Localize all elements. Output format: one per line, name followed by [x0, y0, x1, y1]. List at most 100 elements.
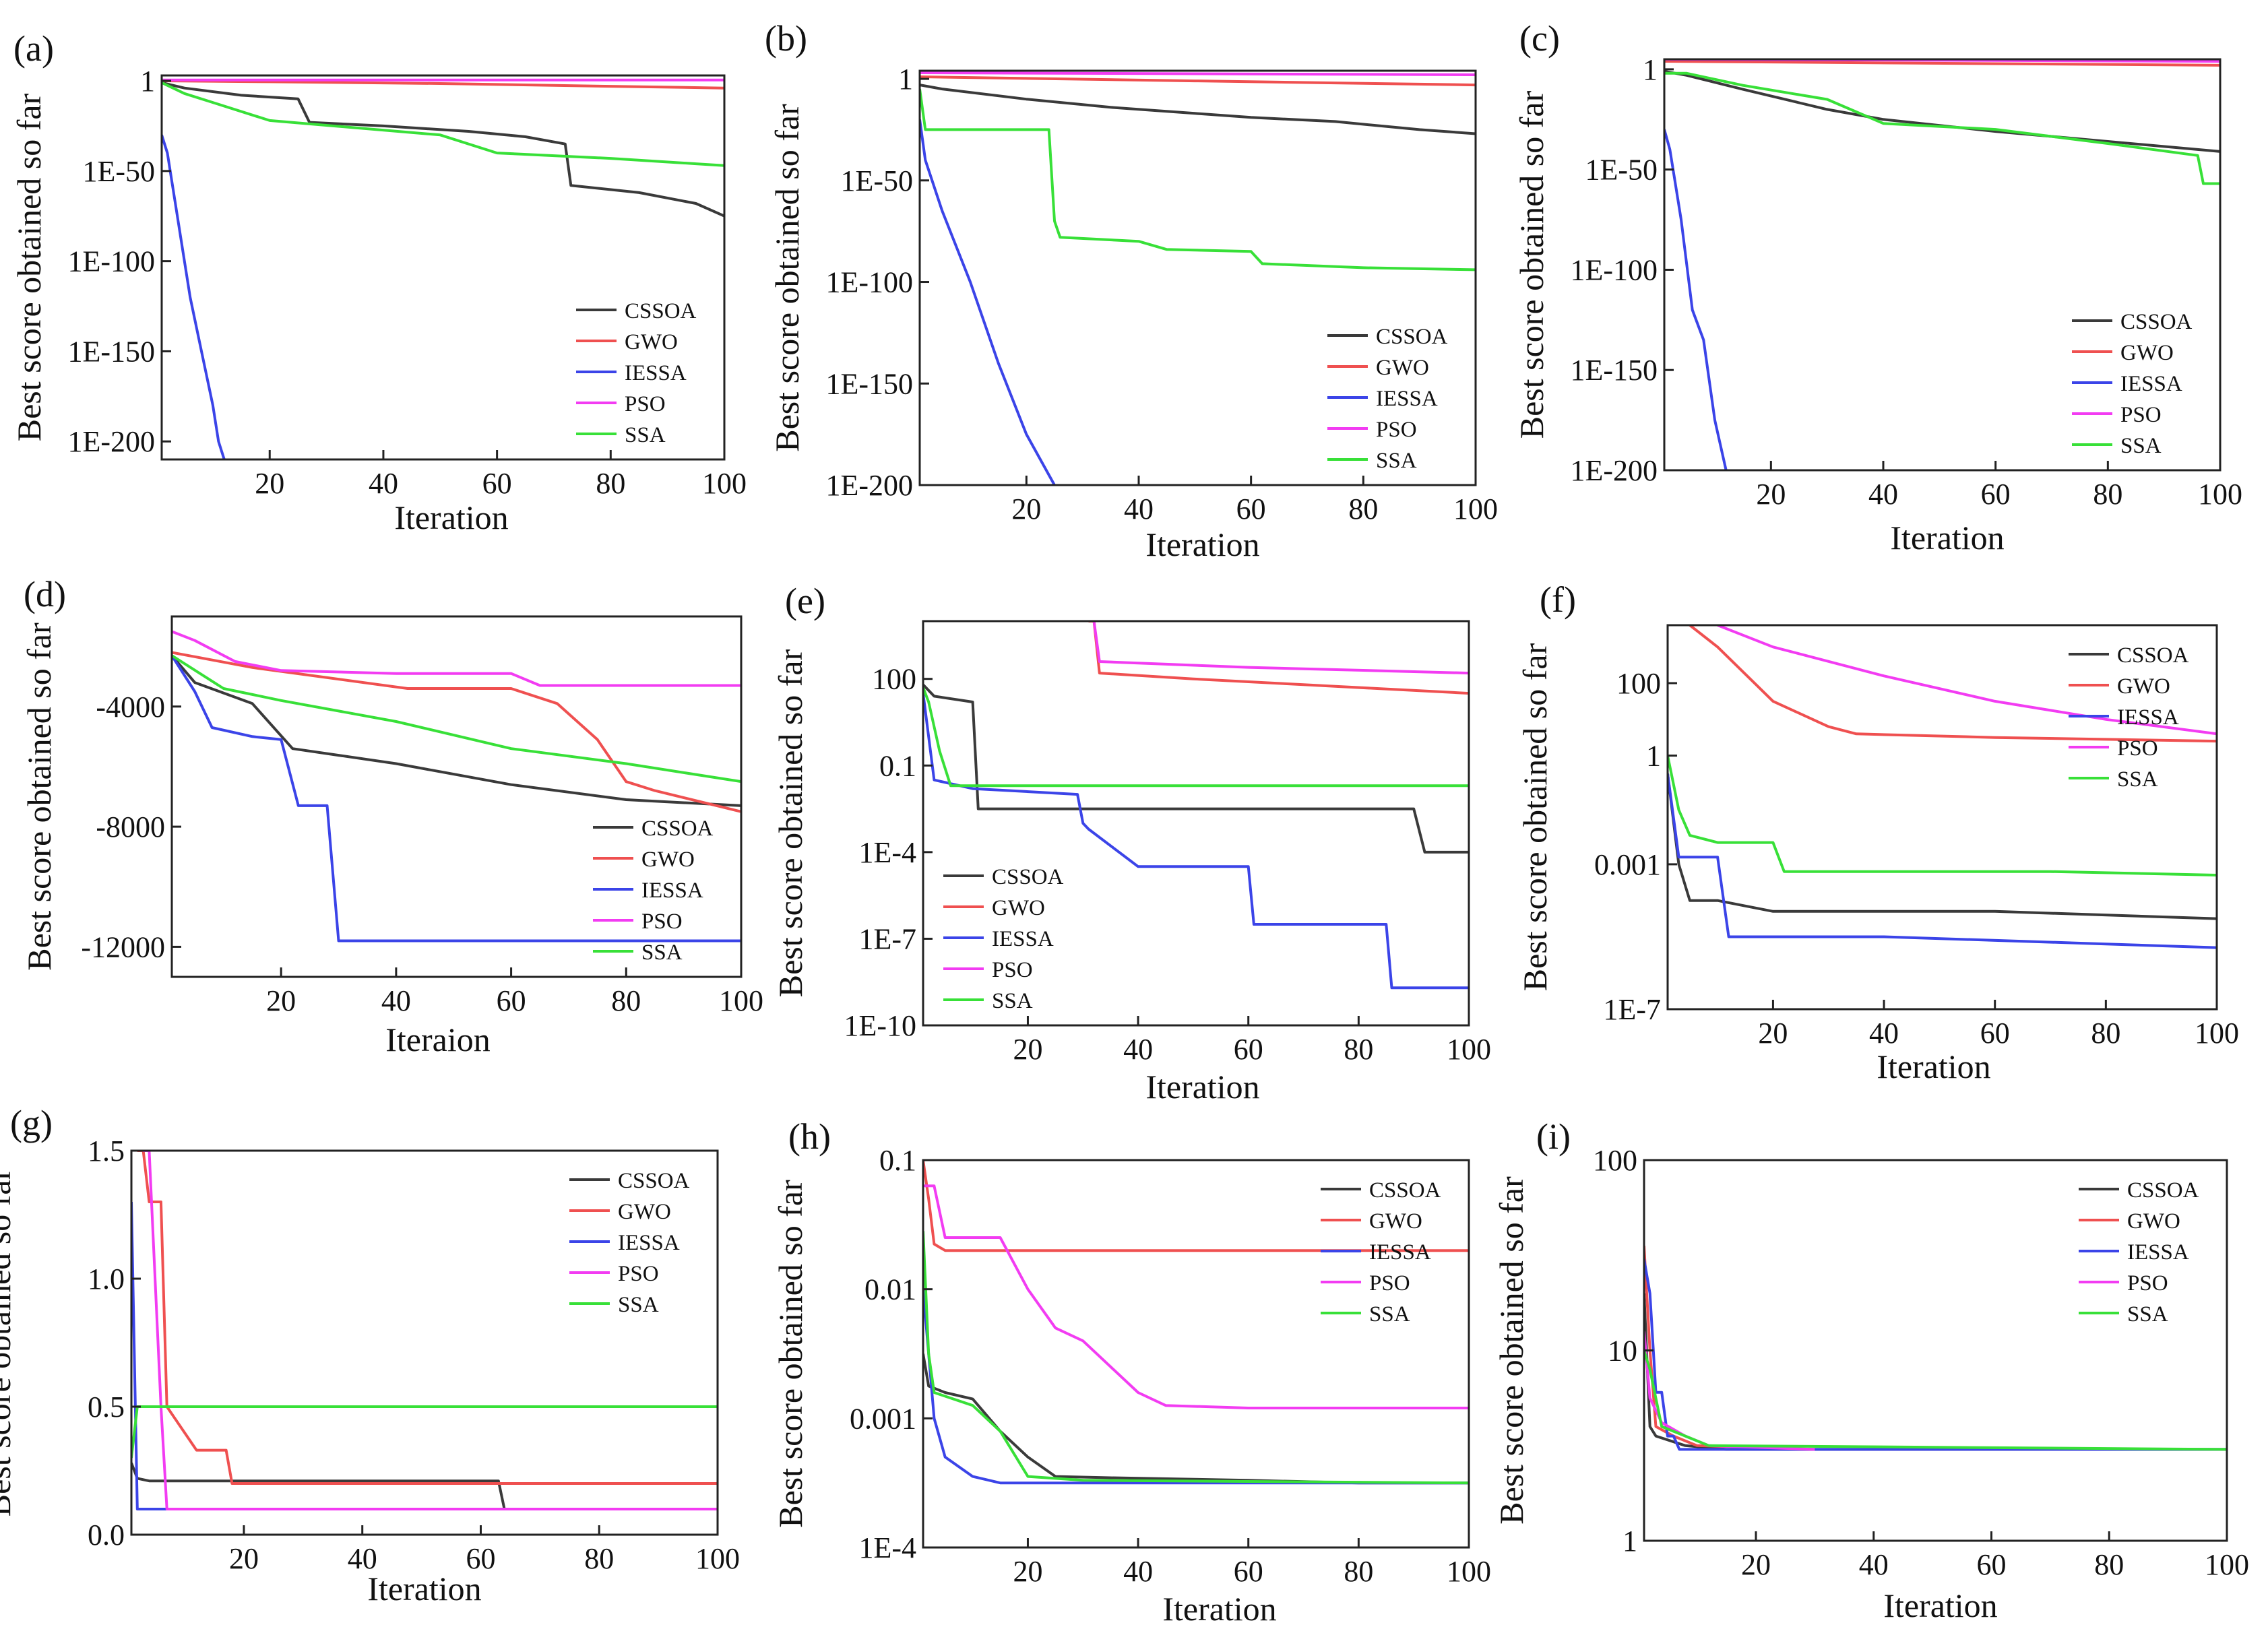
chart-panel-h: 20 40 60 80 100 0.1 0.01 0.001 1E-4 (h) Iteration B… [771, 1116, 1491, 1628]
chart-panel-i: 20 40 60 80 100 100 10 1 (i) Iteration Best score … [1492, 1116, 2249, 1624]
x-tick-label: 60 [1977, 1548, 2007, 1581]
y-tick-label: 100 [1616, 667, 1661, 700]
series-line-iessa [1668, 773, 2217, 949]
y-tick-label: 0.5 [88, 1391, 125, 1424]
x-tick-label: 100 [2198, 478, 2242, 511]
series-line-gwo [1664, 60, 2220, 67]
x-tick-label: 20 [229, 1542, 259, 1575]
series-group [920, 71, 1476, 485]
x-tick-label: 100 [702, 467, 747, 500]
chart-panel-a: 20 40 60 80 100 1 1E-50 1E-100 1E-150 1E-200 (a) It… [10, 28, 747, 536]
x-tick-label: 40 [1869, 1017, 1899, 1050]
y-tick-label: 1E-4 [858, 1531, 916, 1564]
y-tick-label: 1E-200 [825, 469, 913, 502]
y-tick-label: 100 [1593, 1144, 1637, 1177]
legend-label-cssoa: CSSOA [618, 1169, 690, 1193]
legend-label-pso: PSO [618, 1262, 659, 1286]
legend-label-pso: PSO [1376, 418, 1417, 442]
series-line-gwo [162, 79, 724, 90]
x-tick-label: 40 [1123, 1033, 1153, 1066]
series-line-pso [920, 71, 1476, 76]
legend-label-iessa: IESSA [625, 361, 687, 385]
y-tick-label: 0.1 [879, 749, 916, 782]
legend: CSSOA GWO IESSA PSO SSA [2069, 643, 2189, 792]
plot-frame [130, 1149, 719, 1536]
series-group [162, 78, 724, 459]
x-tick-label: 60 [1981, 478, 2011, 511]
x-tick-label: 80 [2093, 478, 2122, 511]
y-tick-label: 1E-4 [858, 836, 916, 869]
x-tick-label: 40 [381, 984, 411, 1017]
series-line-pso [172, 630, 741, 687]
legend-label-gwo: GWO [1376, 356, 1429, 380]
y-axis-title: Best score obtained so far [0, 1168, 18, 1516]
y-tick-label: 1E-200 [67, 425, 155, 458]
plot-frame [922, 1159, 1470, 1549]
x-tick-label: 60 [1234, 1033, 1263, 1066]
legend-label-cssoa: CSSOA [1369, 1178, 1441, 1203]
series-line-pso [923, 1184, 1469, 1409]
y-tick-label: 0.001 [850, 1402, 916, 1435]
series-group [1668, 625, 2217, 949]
y-axis-title: Best score obtained so far [1516, 643, 1554, 991]
series-line-gwo [1644, 1245, 1815, 1451]
series-line-cssoa [162, 81, 724, 218]
plot-frame [922, 620, 1470, 1027]
x-axis-title: Iteration [1877, 1048, 1990, 1085]
x-tick-label: 100 [1447, 1033, 1491, 1066]
x-tick-label: 100 [1453, 492, 1498, 525]
x-tick-label: 20 [266, 984, 296, 1017]
legend-label-cssoa: CSSOA [2120, 310, 2193, 334]
x-tick-label: 20 [1741, 1548, 1771, 1581]
x-tick-label: 100 [2195, 1017, 2239, 1050]
series-line-gwo [923, 1160, 1469, 1252]
y-tick-label: 0.001 [1594, 848, 1661, 881]
y-tick-label: 0.0 [88, 1519, 125, 1552]
x-tick-label: 60 [1234, 1555, 1263, 1588]
series-line-iessa [1664, 129, 1728, 470]
x-tick-label: 100 [1447, 1555, 1491, 1588]
panel-label: (b) [765, 18, 807, 59]
x-axis-title: Iteration [394, 499, 508, 536]
legend-label-ssa: SSA [1376, 449, 1417, 473]
legend-label-gwo: GWO [992, 896, 1045, 920]
legend-label-pso: PSO [625, 392, 666, 416]
y-tick-label: 0.1 [879, 1144, 916, 1177]
plot-frame [918, 69, 1477, 486]
y-tick-label: 1E-150 [825, 367, 913, 400]
y-tick-label: 100 [872, 663, 916, 696]
plot-frame [170, 615, 743, 978]
y-tick-label: 1E-200 [1570, 454, 1658, 487]
series-line-iessa [1644, 1258, 2227, 1451]
legend-label-cssoa: CSSOA [2117, 643, 2189, 668]
y-tick-label: 1 [1623, 1525, 1637, 1558]
legend-label-ssa: SSA [2120, 434, 2162, 458]
chart-panel-e: 20 40 60 80 100 100 0.1 1E-4 1E-7 1E-10 (e) Iterati… [771, 581, 1491, 1106]
x-tick-label: 40 [369, 467, 398, 500]
series-line-pso [1644, 1331, 1815, 1451]
legend-label-cssoa: CSSOA [625, 299, 697, 323]
y-tick-label: 1E-150 [1570, 354, 1658, 387]
x-tick-label: 20 [1011, 492, 1041, 525]
legend: CSSOA GWO IESSA PSO SSA [1321, 1178, 1441, 1327]
x-axis-title: Iteration [1883, 1587, 1997, 1624]
legend-label-iessa: IESSA [641, 879, 703, 903]
series-line-ssa [920, 88, 1476, 272]
y-tick-label: 1 [140, 65, 155, 98]
y-tick-label: 10 [1608, 1335, 1637, 1368]
legend-label-iessa: IESSA [618, 1231, 680, 1255]
x-tick-label: 60 [497, 984, 526, 1017]
y-tick-label: 1 [898, 63, 913, 96]
x-tick-label: 100 [719, 984, 763, 1017]
series-line-gwo [172, 651, 741, 813]
legend: CSSOA GWO IESSA PSO SSA [576, 299, 697, 447]
x-tick-label: 80 [584, 1542, 614, 1575]
y-tick-label: 1.5 [88, 1135, 125, 1168]
legend: CSSOA GWO IESSA PSO SSA [1327, 325, 1448, 473]
panel-label: (d) [24, 574, 66, 614]
legend-label-ssa: SSA [625, 423, 666, 447]
legend: CSSOA GWO IESSA PSO SSA [2072, 310, 2193, 458]
series-line-ssa [162, 81, 724, 167]
legend-label-pso: PSO [2117, 736, 2158, 761]
